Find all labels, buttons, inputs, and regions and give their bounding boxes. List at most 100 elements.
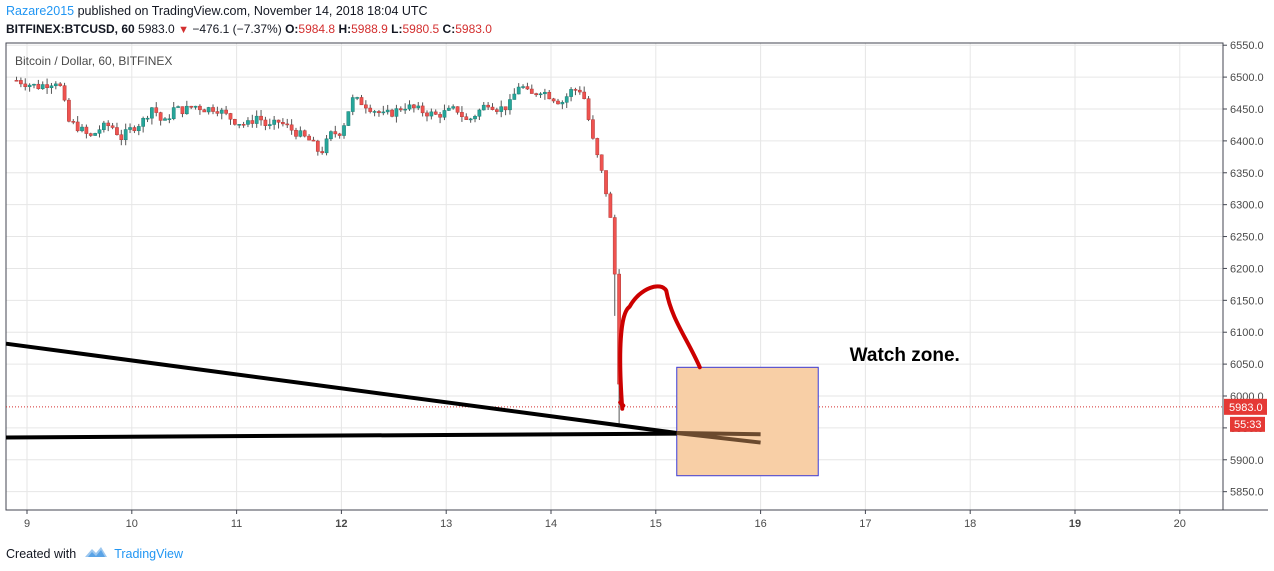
candle-body <box>14 80 19 82</box>
candle-body <box>23 83 28 87</box>
candle-body <box>267 124 272 126</box>
high-label: H: <box>338 22 352 36</box>
low-value: 5980.5 <box>402 22 440 36</box>
publish-info: published on TradingView.com, November 1… <box>77 4 428 18</box>
price-axis[interactable]: 6550.0 6500.0 6450.0 6400.0 6350.0 6300.0 6250… <box>1223 40 1264 499</box>
projection-lower[interactable] <box>676 431 761 445</box>
tradingview-logo-icon[interactable] <box>84 545 108 562</box>
down-triangle-icon: ▼ <box>178 24 189 36</box>
candle-body <box>27 84 32 87</box>
last-price: 5983.0 <box>138 22 175 36</box>
close-value: 5983.0 <box>455 22 492 36</box>
candle-body <box>529 88 534 94</box>
candle-body <box>499 106 504 112</box>
candle-body <box>595 138 600 156</box>
candle-body <box>337 133 342 136</box>
trendline-upper[interactable] <box>5 341 678 435</box>
candle-body <box>582 91 587 99</box>
candle-body <box>19 80 23 85</box>
author-link[interactable]: Razare2015 <box>6 4 75 18</box>
candle-body <box>241 124 246 126</box>
candle-body <box>298 130 303 137</box>
candle-body <box>398 108 403 111</box>
candle-body <box>294 129 298 137</box>
candle-body <box>516 86 521 95</box>
candle-body <box>355 97 359 99</box>
candle-body <box>315 140 320 152</box>
price-axis-label: 5850.0 <box>1230 487 1264 499</box>
candle-body <box>425 112 429 117</box>
candle-body <box>219 109 224 114</box>
candle-body <box>324 138 329 154</box>
candle-body <box>521 86 525 88</box>
candle-body <box>420 105 425 114</box>
candle-body <box>171 107 176 119</box>
candle-body <box>233 119 237 125</box>
candle-body <box>106 122 111 127</box>
trendline-lower[interactable] <box>6 431 677 440</box>
red-arrow-drawing[interactable] <box>618 284 702 411</box>
open-label: O: <box>285 22 299 36</box>
candle-body <box>40 84 45 90</box>
candle-body <box>302 130 307 137</box>
candle-body <box>97 129 102 134</box>
low-label: L: <box>391 22 403 36</box>
candle-body <box>407 104 412 110</box>
candle-body <box>281 122 285 125</box>
candle-body <box>141 118 146 127</box>
candle-body <box>250 120 255 124</box>
tradingview-link[interactable]: TradingView <box>114 546 183 561</box>
price-axis-label: 6350.0 <box>1230 168 1264 180</box>
candle-body <box>53 83 58 87</box>
candle-body <box>403 108 408 111</box>
candle-body <box>342 125 346 136</box>
current-price-tag: 5983.0 <box>1224 398 1267 415</box>
candle-body <box>329 131 333 140</box>
candle-body <box>381 111 386 114</box>
candle-body <box>486 104 490 108</box>
created-with-label: Created with <box>6 546 77 561</box>
candle-body <box>534 93 539 96</box>
candle-body <box>385 109 390 113</box>
time-axis-label: 13 <box>440 518 452 530</box>
candle-body <box>276 119 281 123</box>
candle-body <box>490 106 495 110</box>
candle-body <box>150 107 154 119</box>
candle-body <box>45 84 49 89</box>
time-axis-label: 20 <box>1174 518 1186 530</box>
candle-body <box>88 133 93 136</box>
candle-body <box>455 106 460 113</box>
publish-line: Razare2015 published on TradingView.com,… <box>6 4 428 18</box>
candle-body <box>80 126 84 132</box>
symbol-line: BITFINEX:BTCUSD, 60 5983.0 ▼ −476.1 (−7.… <box>6 22 492 36</box>
candle-body <box>333 131 338 135</box>
candle-body <box>93 133 97 136</box>
candle-body <box>263 119 268 126</box>
footer: Created with TradingView <box>6 545 183 562</box>
price-axis-label: 5900.0 <box>1230 455 1264 467</box>
candle-body <box>569 89 573 97</box>
candle-body <box>110 125 115 128</box>
candle-body <box>599 154 604 171</box>
time-axis-label: 16 <box>754 518 766 530</box>
countdown-tag-bg <box>1230 416 1265 432</box>
high-value: 5988.9 <box>351 22 388 36</box>
candle-body <box>128 127 132 130</box>
candle-body <box>608 193 613 218</box>
candle-body <box>189 105 194 108</box>
price-axis-label: 6150.0 <box>1230 295 1264 307</box>
open-value: 5984.8 <box>298 22 336 36</box>
candle-body <box>36 83 41 90</box>
candle-body <box>468 118 473 121</box>
time-axis[interactable]: 9 10 11 12 13 14 15 16 17 18 19 20 <box>24 510 1186 530</box>
candle-body <box>350 97 355 112</box>
candle-body <box>198 105 202 111</box>
candle-body <box>167 118 172 120</box>
watch-zone-rect[interactable] <box>676 366 819 477</box>
candle-body <box>451 106 456 109</box>
candle-body <box>237 124 242 126</box>
candle-body <box>591 119 595 139</box>
candle-body <box>394 108 399 117</box>
candle-body <box>71 121 76 123</box>
